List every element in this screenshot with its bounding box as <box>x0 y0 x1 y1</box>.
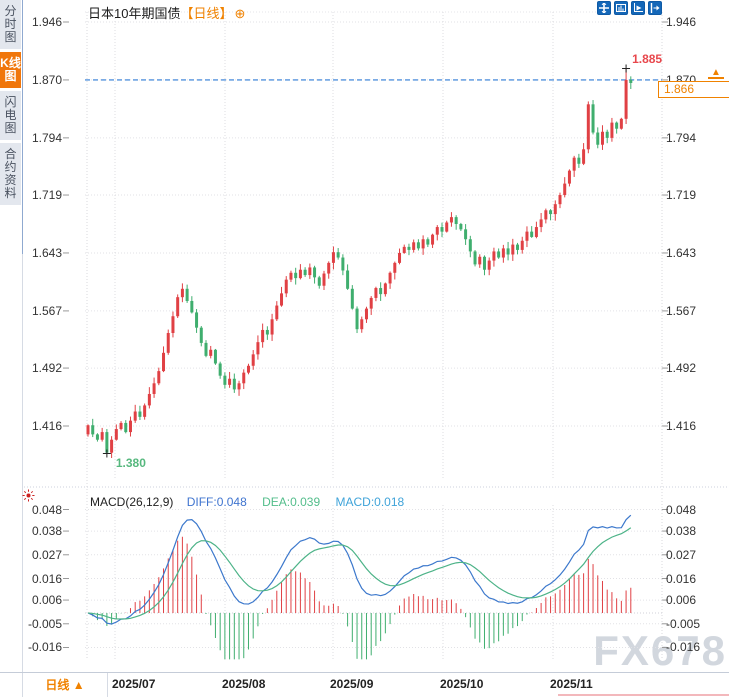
sidebar-divider <box>22 0 23 254</box>
price-axis-tick-left: 1.643 <box>31 245 62 260</box>
price-axis-tick-left: 1.946 <box>31 15 62 29</box>
macd-macd-value: MACD:0.018 <box>335 495 405 509</box>
price-axis-tick-right: 1.416 <box>666 418 697 433</box>
price-axis-tick-right: 1.567 <box>666 303 697 318</box>
price-axis-tick-right: 1.719 <box>666 188 697 203</box>
macd-axis-tick-right: -0.016 <box>666 640 701 655</box>
price-axis-tick-right: 1.643 <box>666 245 697 260</box>
price-axis-tick-left: 1.492 <box>31 361 62 376</box>
bottom-bar-corner <box>0 673 23 697</box>
sidebar-tab-flash[interactable]: 闪电图 <box>0 91 21 140</box>
period-arrow-icon: ▲ <box>72 678 85 692</box>
indicator-settings-icon[interactable] <box>22 489 35 507</box>
macd-dea-value: DEA:0.039 <box>262 495 321 509</box>
macd-axis-tick-left: -0.005 <box>27 616 62 631</box>
macd-axis-tick-right: 0.038 <box>666 524 697 539</box>
macd-diff-value: DIFF:0.048 <box>186 495 247 509</box>
high-price-label: 1.885 <box>632 52 663 67</box>
price-axis-tick-left: 1.719 <box>31 188 62 203</box>
time-axis-tick: 2025/07 <box>112 677 156 691</box>
macd-axis-tick-left: 0.048 <box>31 502 62 517</box>
sidebar-divider-lower <box>22 254 23 672</box>
price-axis-tick-left: 1.416 <box>31 418 62 433</box>
macd-axis-tick-left: 0.027 <box>31 547 62 562</box>
price-axis-tick-left: 1.870 <box>31 72 62 87</box>
price-axis-tick-left: 1.567 <box>31 303 62 318</box>
macd-axis-tick-left: 0.006 <box>31 593 62 608</box>
add-indicator-icon[interactable]: ⊕ <box>234 6 246 21</box>
time-axis-tick: 2025/08 <box>222 677 266 691</box>
macd-indicator-header: MACD(26,12,9) DIFF:0.048 DEA:0.039 MACD:… <box>90 495 404 509</box>
macd-axis-tick-left: 0.038 <box>31 524 62 539</box>
chart-play-icon[interactable] <box>631 1 645 15</box>
macd-axis-tick-right: 0.048 <box>666 502 697 517</box>
time-axis-tick: 2025/11 <box>550 677 593 691</box>
sidebar-tab-contract-info[interactable]: 合约资料 <box>0 143 21 205</box>
low-price-label: 1.380 <box>115 456 146 471</box>
scroll-range-indicator[interactable] <box>558 694 729 696</box>
macd-axis-tick-left: 0.016 <box>31 571 62 586</box>
price-axis-tick-left: 1.794 <box>31 130 62 145</box>
time-axis-tick: 2025/10 <box>440 677 484 691</box>
macd-axis-tick-right: -0.005 <box>666 616 701 631</box>
chart-title: 日本10年期国债【日线】 ⊕ <box>88 3 245 22</box>
price-axis-tick-right: 1.492 <box>666 361 697 376</box>
sidebar-tab-timeline[interactable]: 分时图 <box>0 0 21 49</box>
chart-toolbar <box>597 1 662 15</box>
macd-axis-tick-right: 0.006 <box>666 593 697 608</box>
sidebar-tab-kline[interactable]: K线图 <box>0 52 21 88</box>
period-label: 日线 <box>45 678 70 692</box>
period-tag: 【日线】 <box>180 6 233 21</box>
macd-axis-tick-right: 0.016 <box>666 571 697 586</box>
crosshair-move-icon[interactable] <box>597 1 611 15</box>
price-axis-tick-right: 1.794 <box>666 130 697 145</box>
price-axis-tick-right: 1.946 <box>666 15 697 29</box>
macd-name: MACD(26,12,9) <box>90 495 174 509</box>
instrument-name: 日本10年期国债 <box>88 6 181 21</box>
sidebar: 分时图 K线图 闪电图 合约资料 <box>0 0 22 672</box>
zoom-region-icon[interactable] <box>614 1 628 15</box>
last-price-box: 1.866 <box>658 81 729 98</box>
jump-latest-icon[interactable] <box>648 1 662 15</box>
period-selector-tab[interactable]: 日线 ▲ <box>23 673 108 697</box>
macd-axis-tick-right: 0.027 <box>666 547 697 562</box>
scroll-to-latest-icon[interactable]: ▲ <box>708 68 724 79</box>
bottom-bar: 日线 ▲ 2025/07 2025/08 2025/09 2025/10 2025/11 <box>0 672 729 697</box>
time-axis-tick: 2025/09 <box>330 677 374 691</box>
macd-axis-tick-left: -0.016 <box>27 640 62 655</box>
